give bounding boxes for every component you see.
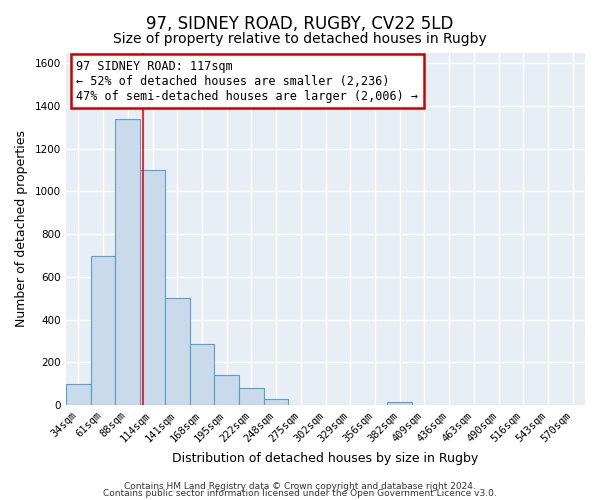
Bar — [388, 402, 412, 405]
Bar — [115, 119, 140, 405]
Bar — [165, 298, 190, 405]
Text: Size of property relative to detached houses in Rugby: Size of property relative to detached ho… — [113, 32, 487, 46]
Bar — [91, 256, 115, 405]
Bar — [140, 170, 165, 405]
Text: Contains HM Land Registry data © Crown copyright and database right 2024.: Contains HM Land Registry data © Crown c… — [124, 482, 476, 491]
Bar — [264, 399, 289, 405]
Bar — [239, 388, 264, 405]
Text: 97 SIDNEY ROAD: 117sqm
← 52% of detached houses are smaller (2,236)
47% of semi-: 97 SIDNEY ROAD: 117sqm ← 52% of detached… — [76, 60, 418, 102]
Bar — [66, 384, 91, 405]
Y-axis label: Number of detached properties: Number of detached properties — [15, 130, 28, 328]
Bar — [190, 344, 214, 405]
X-axis label: Distribution of detached houses by size in Rugby: Distribution of detached houses by size … — [172, 452, 479, 465]
Text: Contains public sector information licensed under the Open Government Licence v3: Contains public sector information licen… — [103, 489, 497, 498]
Bar — [214, 374, 239, 405]
Text: 97, SIDNEY ROAD, RUGBY, CV22 5LD: 97, SIDNEY ROAD, RUGBY, CV22 5LD — [146, 15, 454, 33]
